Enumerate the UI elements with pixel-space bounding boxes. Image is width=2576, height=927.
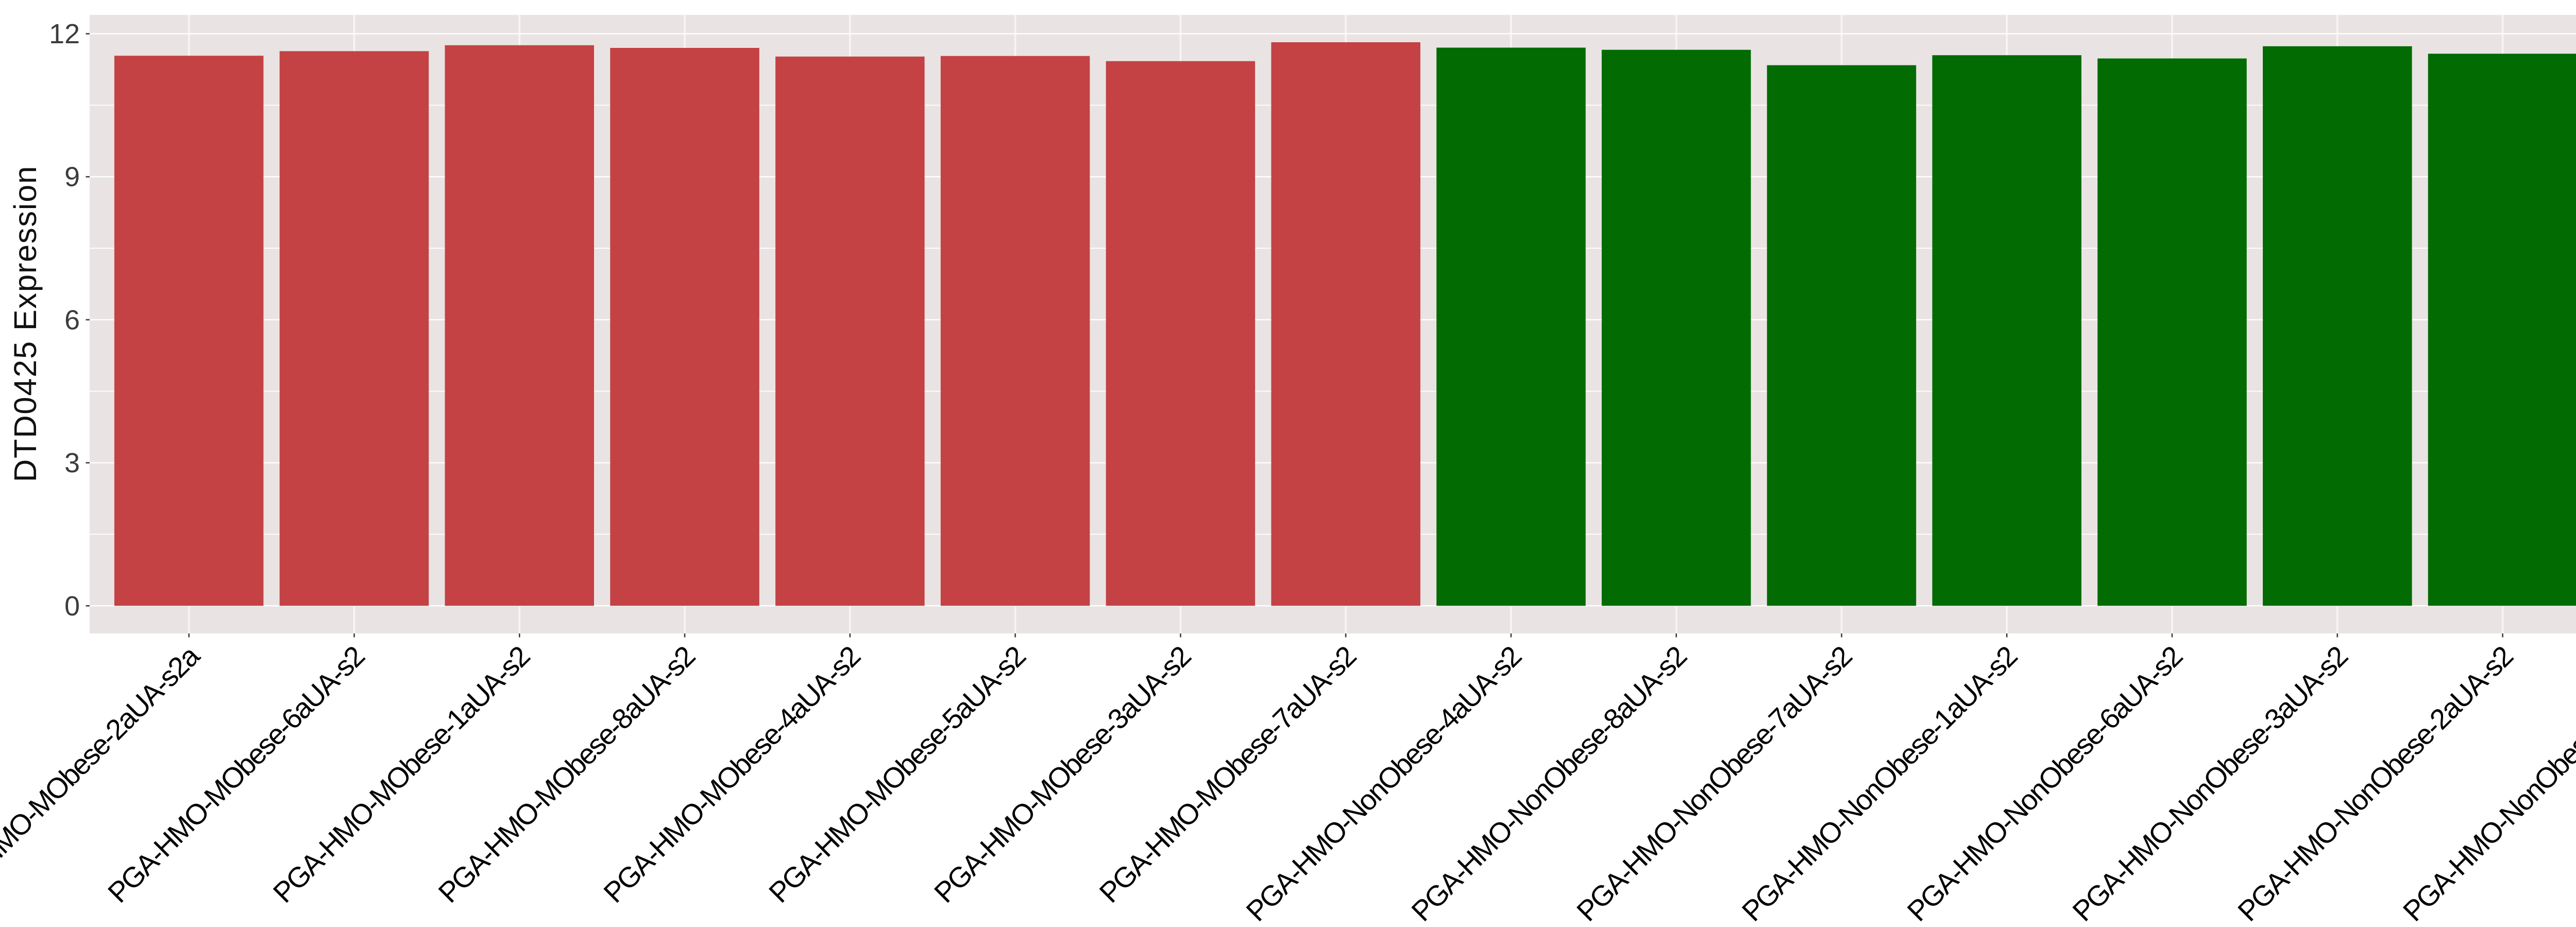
svg-text:12: 12 <box>49 19 80 49</box>
svg-text:DTD0425 Expression: DTD0425 Expression <box>8 165 43 482</box>
svg-text:6: 6 <box>64 304 80 335</box>
svg-text:3: 3 <box>64 448 80 478</box>
svg-text:9: 9 <box>64 162 80 193</box>
svg-text:0: 0 <box>64 591 80 622</box>
